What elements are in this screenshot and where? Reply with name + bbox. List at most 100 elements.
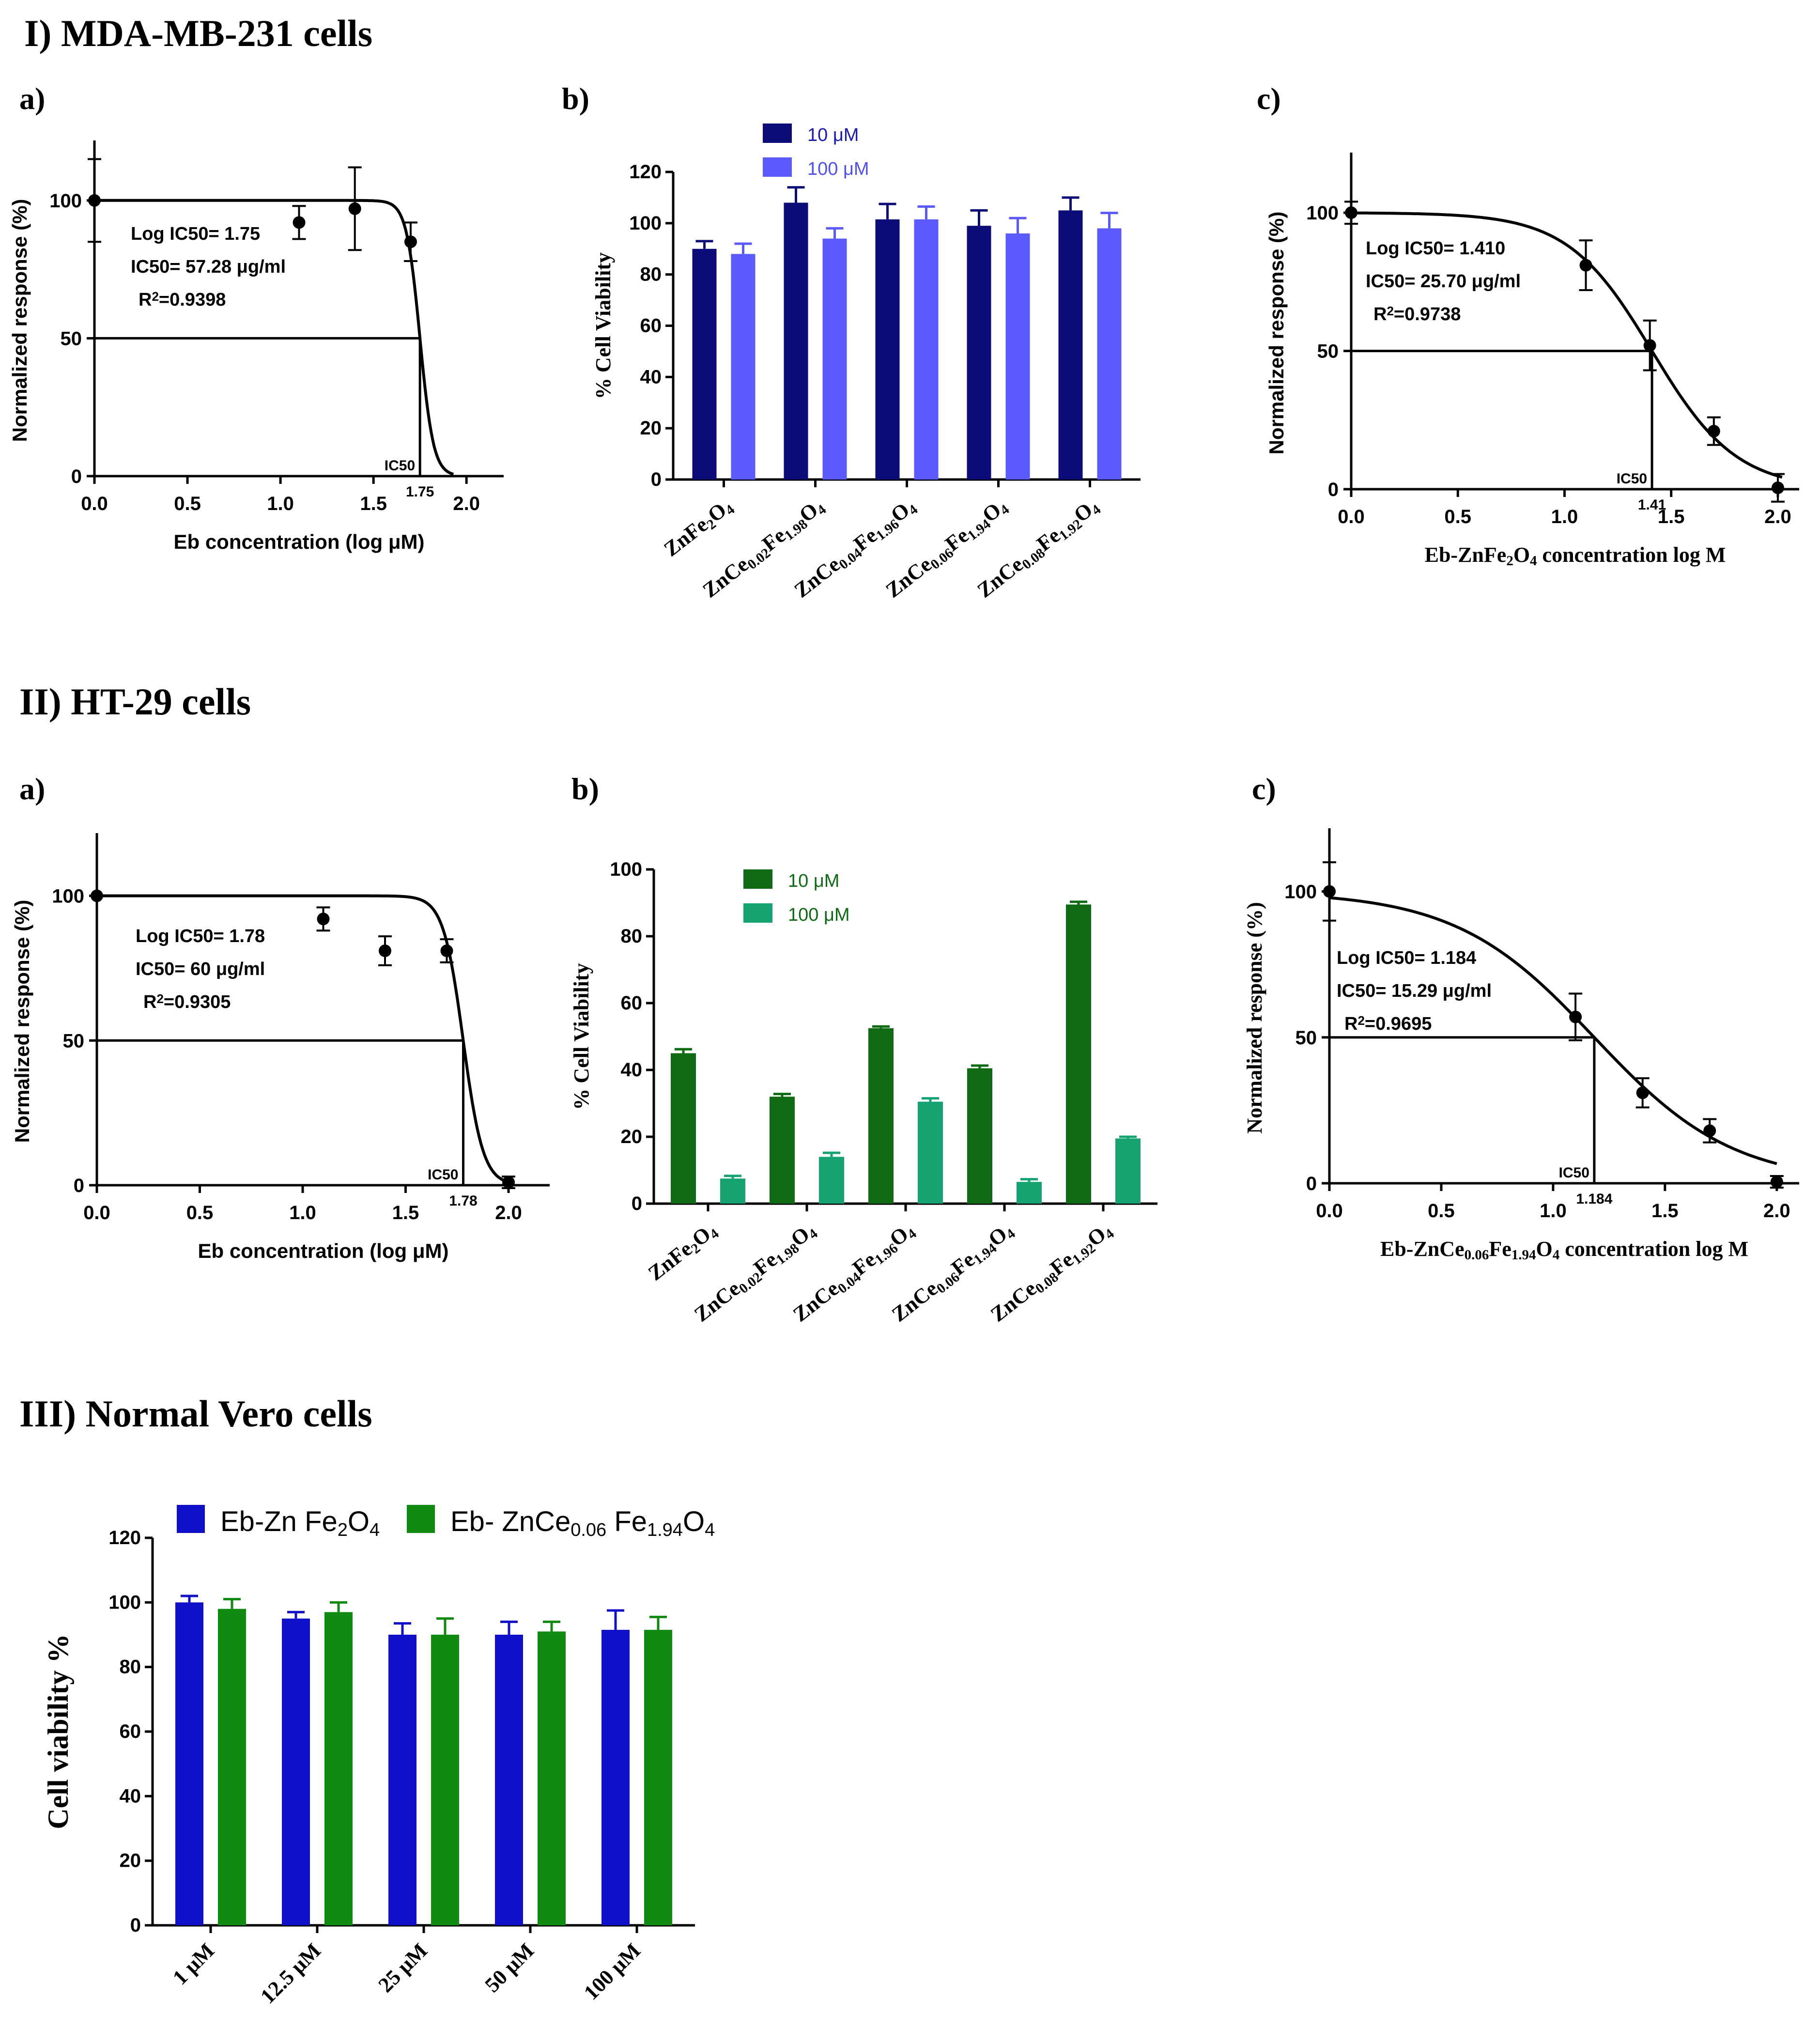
error-bar — [823, 1151, 840, 1157]
formula-part: 1.94 — [1512, 1247, 1536, 1263]
y-tick-label: 100 — [610, 859, 642, 880]
ann-part: =0.9738 — [1394, 304, 1461, 325]
ic50-reference-line — [97, 1039, 464, 1185]
ann-part: R — [143, 992, 156, 1012]
ic50-label: IC50 — [1559, 1165, 1589, 1181]
x-tick-label: 1.0 — [1551, 506, 1578, 527]
data-point — [348, 202, 361, 215]
y-tick-label: 60 — [120, 1721, 141, 1742]
y-tick-label: 40 — [621, 1059, 643, 1081]
ic50-value-label: 1.41 — [1638, 497, 1666, 513]
data-point — [1703, 1124, 1716, 1137]
y-tick-label: 60 — [640, 315, 662, 337]
data-point — [502, 1176, 515, 1189]
bar — [784, 202, 808, 480]
y-axis-label: Normalized response (%) — [1243, 902, 1266, 1133]
ann-sup: 2 — [1387, 304, 1393, 318]
error-bar — [971, 1064, 988, 1068]
y-tick-label: 20 — [640, 418, 662, 439]
y-tick-label: 40 — [640, 366, 662, 387]
data-point — [91, 889, 103, 902]
y-tick-label: 0 — [632, 1193, 642, 1214]
ann-part: R — [139, 290, 152, 310]
ic50-label: IC50 — [428, 1167, 458, 1183]
annotation: Log IC50= 1.184 — [1337, 948, 1476, 968]
x-tick-label: 2.0 — [1763, 1200, 1790, 1222]
panel-letter-Ib: b) — [562, 81, 589, 116]
y-tick-label: 80 — [621, 926, 643, 947]
error-bar — [695, 240, 713, 249]
legend-swatch — [743, 869, 772, 889]
x-tick-label: 2.0 — [453, 493, 480, 514]
chart-I-c-mda-eb-znfe2o4: 0 50 100 0.0 0.5 1.0 1.5 2.0 Normalized response… — [1265, 153, 1799, 569]
error-bar — [675, 1048, 692, 1053]
error-bar — [394, 1622, 411, 1635]
y-tick-label: 120 — [629, 161, 662, 183]
bar — [819, 1157, 844, 1204]
formula-part: Eb-Zn Fe — [220, 1506, 338, 1537]
formula-part: 0.06 — [1465, 1247, 1489, 1263]
error-bar — [1009, 217, 1027, 233]
data-point — [1707, 425, 1720, 438]
x-tick-label: 1.5 — [392, 1202, 419, 1223]
legend-swatch — [763, 157, 792, 177]
error-bar — [1119, 1135, 1137, 1139]
error-bar — [1100, 212, 1118, 229]
formula-part: Eb- ZnCe — [450, 1506, 571, 1537]
panel-letter-IIb: b) — [571, 772, 599, 806]
panel-letter-IIa: a) — [19, 772, 45, 806]
category-label: ZnFe2O4 — [660, 494, 738, 563]
y-tick-label: 20 — [621, 1126, 643, 1147]
y-tick-label: 20 — [120, 1850, 141, 1872]
error-bar — [287, 1610, 305, 1619]
error-bar — [917, 205, 935, 219]
formula-part: 4 — [1530, 553, 1537, 569]
y-axis-label: Cell viability % — [42, 1634, 74, 1829]
formula-part: 1.94 — [647, 1520, 683, 1540]
x-tick-label: 1.5 — [1658, 506, 1685, 527]
y-tick-label: 100 — [629, 213, 662, 234]
legend-swatch — [177, 1505, 205, 1533]
formula-part: 2 — [1506, 553, 1513, 569]
y-tick-label: 80 — [640, 264, 662, 285]
ann-sup: 2 — [1357, 1013, 1364, 1028]
formula-part: O — [1513, 543, 1530, 567]
panel-letter-Ia: a) — [19, 81, 45, 116]
bar — [218, 1609, 246, 1925]
error-bar — [922, 1097, 939, 1102]
ann-sup: 2 — [152, 289, 158, 304]
ic50-reference-line — [1329, 1036, 1596, 1183]
fit-curve — [1329, 896, 1777, 1165]
formula-part: Fe — [1489, 1237, 1511, 1261]
legend-label: 10 μM — [788, 871, 839, 891]
y-tick-label: 80 — [120, 1656, 141, 1678]
data-point — [317, 913, 330, 926]
y-tick-label: 100 — [1306, 202, 1339, 224]
error-bar — [500, 1620, 518, 1635]
error-bar — [724, 1175, 741, 1179]
fit-curve — [94, 199, 454, 476]
bar — [1066, 904, 1091, 1204]
axes — [93, 140, 504, 478]
bar — [282, 1618, 310, 1925]
formula-part: Fe — [606, 1506, 647, 1537]
annotation: Log IC50= 1.78 — [136, 926, 265, 946]
x-tick-label: 0.0 — [81, 493, 108, 514]
bar — [1017, 1182, 1042, 1204]
legend-swatch — [763, 124, 792, 143]
error-bar — [649, 1615, 667, 1630]
bar — [1058, 210, 1083, 480]
data-point — [1770, 1175, 1783, 1188]
x-axis-label: Eb-ZnCe0.06Fe1.94O4 concentration log M — [1380, 1237, 1748, 1263]
formula-part: 4 — [705, 1520, 715, 1540]
bar — [1097, 228, 1122, 480]
category-label: 25 μM — [374, 1938, 432, 1997]
bar — [1005, 233, 1030, 480]
x-axis-label: Eb-ZnFe2O4 concentration log M — [1425, 543, 1726, 569]
data-point — [379, 944, 391, 958]
x-tick-label: 1.5 — [360, 493, 387, 514]
formula-part: O — [683, 1506, 705, 1537]
error-bar — [181, 1594, 198, 1603]
panel-letter-Ic: c) — [1257, 81, 1281, 116]
